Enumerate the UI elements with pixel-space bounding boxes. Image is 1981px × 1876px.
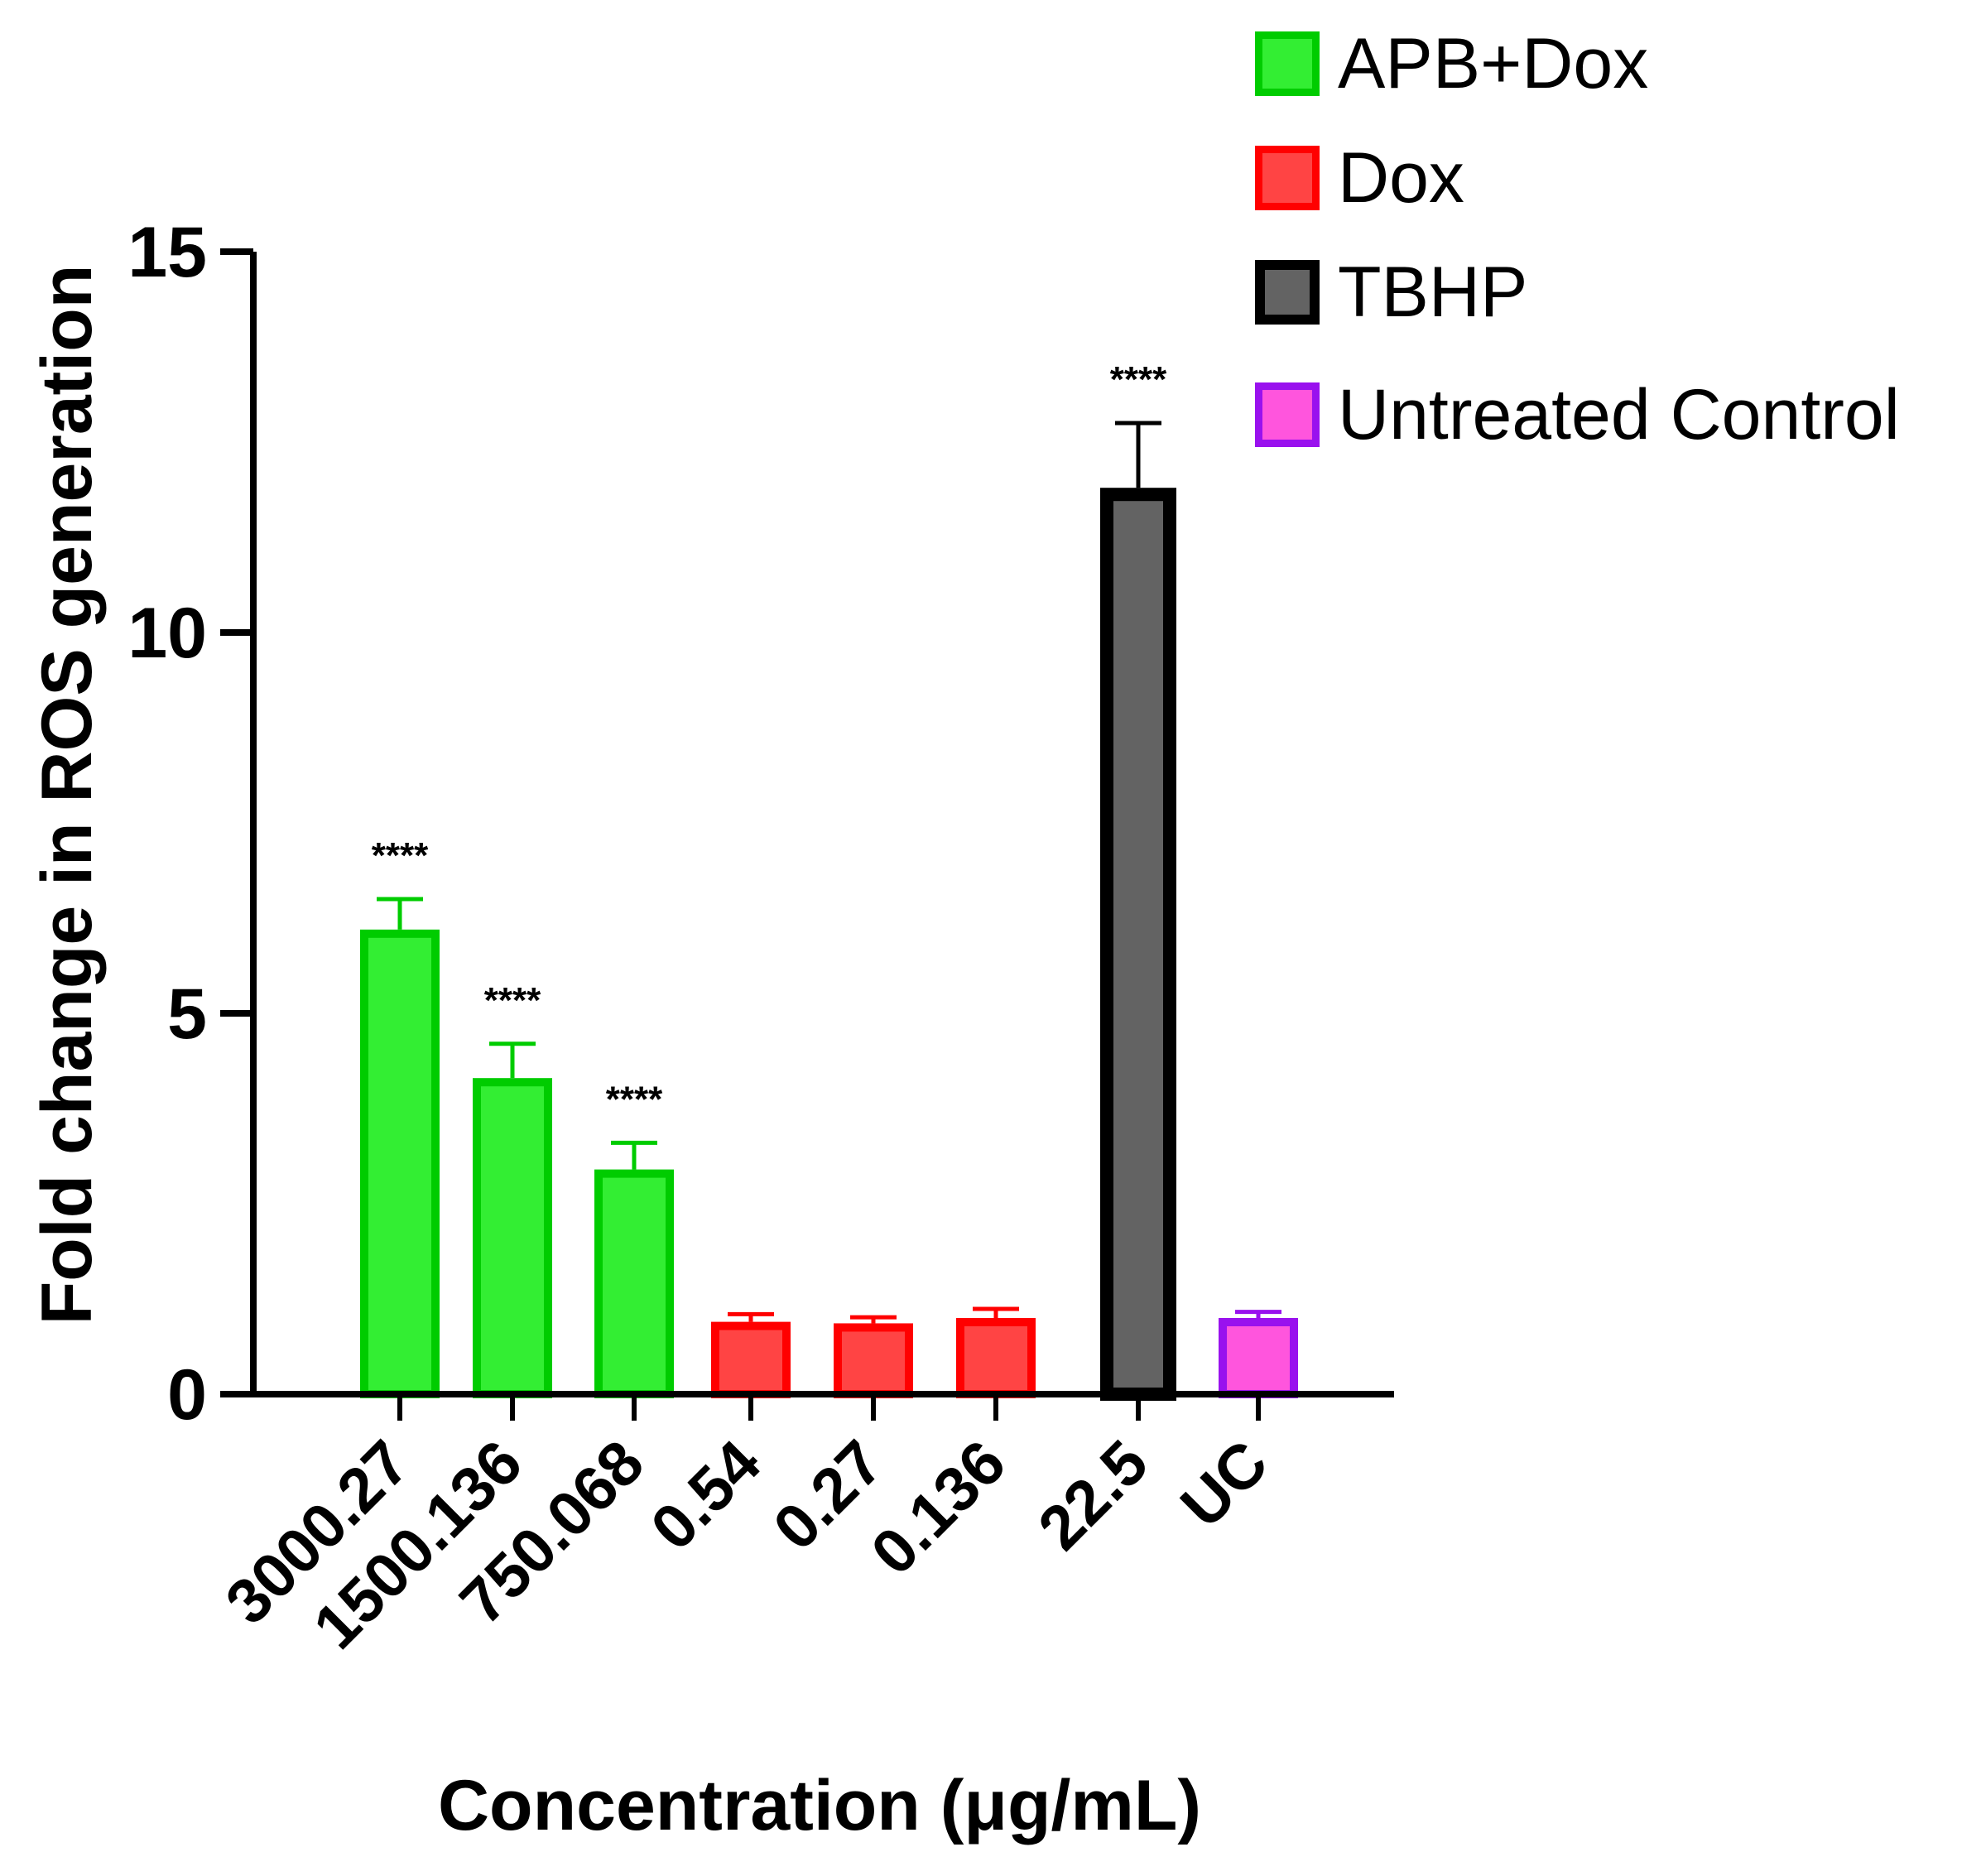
x-axis-title: Concentration (μg/mL) <box>438 1766 1201 1845</box>
legend-swatch <box>1255 31 1320 96</box>
significance-marker: **** <box>606 1079 663 1119</box>
error-bars-layer <box>377 421 1281 1324</box>
y-tick-label: 5 <box>167 974 207 1054</box>
legend-label: Untreated Control <box>1338 375 1900 455</box>
legend-item-untreated-control: Untreated Control <box>1255 375 1900 455</box>
legend-label: Dox <box>1338 138 1464 218</box>
significance-marker: **** <box>1110 359 1167 400</box>
bars-layer <box>360 488 1298 1402</box>
legend-item-tbhp: TBHP <box>1255 253 1527 332</box>
legend: APB+Dox Dox TBHP Untreated Control <box>1255 24 1900 455</box>
x-tick-label: 0.136 <box>858 1427 1019 1589</box>
legend-swatch <box>1255 260 1320 325</box>
bar-750-068 <box>594 1169 674 1398</box>
y-axis-title: Fold change in ROS generation <box>27 265 107 1325</box>
bar-22-5 <box>1100 488 1176 1402</box>
bar-0-136 <box>956 1318 1036 1398</box>
error-bar-750-068 <box>611 1140 657 1170</box>
significance-marker: **** <box>484 980 541 1021</box>
x-tick-label: UC <box>1167 1427 1281 1542</box>
significance-marker: **** <box>372 835 429 876</box>
error-bar-22-5 <box>1115 421 1161 488</box>
x-tick-label: 0.54 <box>637 1427 774 1564</box>
legend-label: TBHP <box>1338 253 1527 332</box>
x-tick-label: 22.5 <box>1025 1427 1161 1564</box>
legend-label: APB+Dox <box>1338 24 1648 103</box>
error-bar-0-27 <box>850 1315 897 1324</box>
legend-item-dox: Dox <box>1255 138 1464 218</box>
y-tick-label: 10 <box>127 594 207 673</box>
legend-swatch <box>1255 382 1320 447</box>
bar-0-27 <box>834 1323 913 1398</box>
error-bar-0-136 <box>973 1306 1019 1318</box>
legend-item-apb-dox: APB+Dox <box>1255 24 1648 103</box>
bar-0-54 <box>711 1321 791 1398</box>
error-bar-0-54 <box>728 1311 774 1322</box>
y-tick-label: 15 <box>127 213 207 292</box>
significance-layer: **** **** **** **** <box>372 359 1167 1119</box>
y-ticks-layer: 0 5 10 15 <box>127 213 253 1435</box>
error-bar-1500-136 <box>489 1041 536 1079</box>
y-tick-label: 0 <box>167 1355 207 1435</box>
bar-3000-27 <box>360 929 440 1399</box>
legend-swatch <box>1255 146 1320 210</box>
bar-1500-136 <box>473 1078 552 1398</box>
bar-UC <box>1219 1318 1298 1398</box>
error-bar-3000-27 <box>377 897 423 930</box>
error-bar-UC <box>1235 1310 1281 1318</box>
